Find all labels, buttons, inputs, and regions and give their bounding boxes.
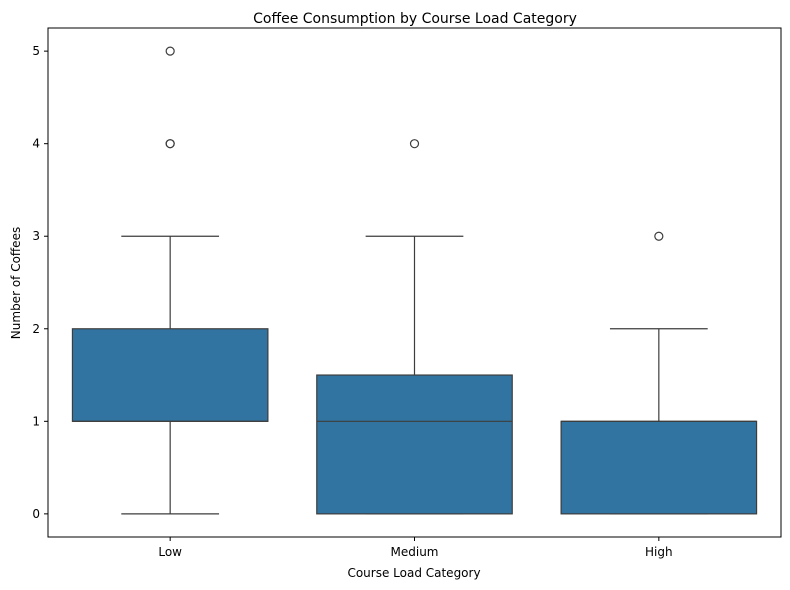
outlier-point xyxy=(654,231,664,241)
y-tick-label: 3 xyxy=(32,229,40,243)
x-tick-label: High xyxy=(645,545,673,559)
chart-title: Coffee Consumption by Course Load Catego… xyxy=(253,11,577,27)
outlier-point xyxy=(165,139,175,149)
y-tick-label: 5 xyxy=(32,44,40,58)
x-tick-label: Low xyxy=(158,545,182,559)
y-tick-label: 0 xyxy=(32,507,40,521)
x-axis-label: Course Load Category xyxy=(347,566,480,580)
box-high xyxy=(560,420,758,515)
box-medium xyxy=(316,374,513,515)
x-tick-label: Medium xyxy=(391,545,439,559)
box-low xyxy=(71,328,269,422)
plot-frame xyxy=(47,27,782,538)
outlier-point xyxy=(165,46,175,56)
y-tick-label: 4 xyxy=(32,137,40,151)
y-tick-label: 2 xyxy=(32,322,40,336)
y-tick-label: 1 xyxy=(32,414,40,428)
outlier-point xyxy=(409,139,420,149)
y-axis-label: Number of Coffees xyxy=(9,227,23,339)
